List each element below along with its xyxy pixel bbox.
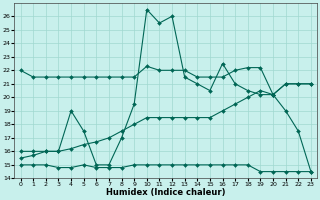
X-axis label: Humidex (Indice chaleur): Humidex (Indice chaleur)	[106, 188, 226, 197]
